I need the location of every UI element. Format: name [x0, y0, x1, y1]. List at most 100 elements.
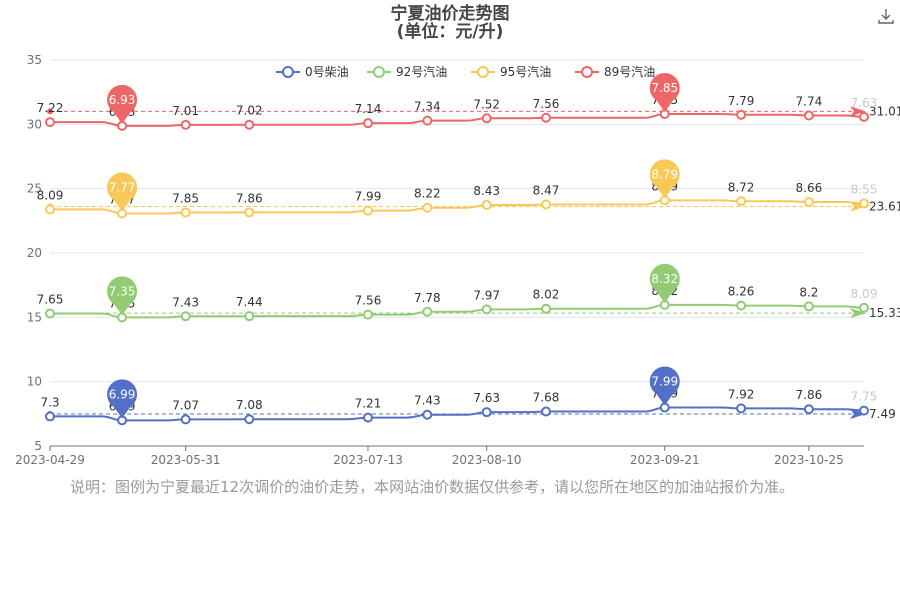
- min-pin: [107, 172, 138, 203]
- data-point: [180, 207, 191, 218]
- legend-label: 0号柴油: [305, 65, 349, 79]
- data-label: 7.3: [40, 395, 59, 409]
- data-label: 7.56: [533, 97, 560, 111]
- data-label: 7.68: [533, 391, 560, 405]
- x-tick-label: 2023-10-25: [774, 453, 844, 467]
- x-tick-label: 2023-04-29: [15, 453, 85, 467]
- data-label: 7.02: [236, 104, 263, 118]
- data-label: 8.2: [799, 285, 818, 299]
- data-point: [244, 119, 255, 130]
- data-point: [362, 309, 373, 320]
- data-label: 7.34: [414, 100, 441, 114]
- data-point: [422, 202, 433, 213]
- data-label: 7.97: [473, 288, 500, 302]
- average-label: 15.33: [869, 306, 900, 320]
- data-label: 7.14: [355, 102, 382, 116]
- data-label: 7.86: [236, 191, 263, 205]
- data-point: [481, 113, 492, 124]
- min-pin-label: 6.93: [109, 93, 136, 107]
- data-point: [803, 404, 814, 415]
- data-label: 7.74: [796, 94, 823, 108]
- data-point: [803, 110, 814, 121]
- data-point: [45, 308, 55, 319]
- data-label: 8.66: [796, 181, 823, 195]
- min-pin: [107, 379, 138, 410]
- average-label: 23.61: [869, 200, 900, 214]
- min-pin-label: 7.77: [109, 180, 136, 194]
- x-tick-label: 2023-05-31: [151, 453, 221, 467]
- legend-label: 89号汽油: [604, 64, 655, 79]
- data-point: [736, 196, 747, 207]
- average-arrow: [850, 201, 866, 212]
- data-label: 8.22: [414, 187, 441, 201]
- average-arrow: [850, 106, 866, 117]
- max-pin: [649, 263, 680, 294]
- data-point: [859, 198, 869, 209]
- y-tick-label: 35: [27, 53, 42, 67]
- data-label: 7.43: [172, 295, 199, 309]
- data-label: 7.21: [355, 397, 382, 411]
- min-pin-label: 7.35: [109, 284, 136, 298]
- data-label: 7.99: [355, 190, 382, 204]
- legend-swatch-dot: [477, 66, 489, 78]
- min-pin: [107, 276, 138, 307]
- data-point: [180, 119, 191, 130]
- data-label: 8.47: [533, 183, 560, 197]
- min-pin-label: 6.99: [109, 387, 136, 401]
- data-label: 8.72: [728, 180, 755, 194]
- legend-swatch-dot: [581, 66, 593, 78]
- data-label: 7.78: [414, 291, 441, 305]
- data-point: [180, 414, 191, 425]
- legend-swatch-dot: [373, 66, 385, 78]
- download-icon[interactable]: [876, 6, 896, 26]
- max-pin-label: 8.79: [651, 167, 678, 181]
- data-point: [859, 405, 869, 416]
- data-label: 8.09: [851, 287, 878, 301]
- data-label: 7.43: [414, 394, 441, 408]
- average-arrow: [850, 408, 866, 419]
- max-pin: [649, 366, 680, 397]
- average-label: 31.01: [869, 104, 900, 118]
- data-label: 7.01: [172, 104, 199, 118]
- data-label: 7.92: [728, 387, 755, 401]
- average-start-dot: [47, 108, 53, 115]
- data-point: [803, 301, 814, 312]
- data-label: 7.75: [851, 390, 878, 404]
- data-label: 7.44: [236, 295, 263, 309]
- data-point: [541, 303, 552, 314]
- max-pin-label: 7.85: [651, 81, 678, 95]
- x-tick-label: 2023-08-10: [452, 453, 522, 467]
- data-point: [736, 403, 747, 414]
- data-label: 7.63: [851, 96, 878, 110]
- data-label: 8.26: [728, 285, 755, 299]
- legend-label: 95号汽油: [500, 64, 551, 79]
- y-tick-label: 25: [27, 182, 42, 196]
- data-point: [422, 409, 433, 420]
- data-point: [859, 111, 869, 122]
- data-label: 7.56: [355, 294, 382, 308]
- data-point: [541, 112, 552, 123]
- data-point: [481, 304, 492, 315]
- data-label: 8.55: [851, 182, 878, 196]
- chart-subtitle: (单位：元/升): [396, 22, 504, 42]
- data-point: [481, 407, 492, 418]
- data-point: [180, 311, 191, 322]
- data-point: [481, 200, 492, 211]
- y-tick-label: 10: [27, 375, 42, 389]
- data-label: 7.07: [172, 398, 199, 412]
- chart-title: 宁夏油价走势图: [390, 4, 510, 24]
- data-point: [422, 115, 433, 126]
- y-tick-label: 20: [27, 246, 42, 260]
- data-point: [362, 118, 373, 129]
- x-tick-label: 2023-09-21: [630, 453, 700, 467]
- data-label: 8.02: [533, 288, 560, 302]
- data-point: [803, 197, 814, 208]
- y-tick-label: 30: [27, 117, 42, 131]
- data-label: 7.65: [37, 292, 64, 306]
- max-pin-label: 8.32: [651, 272, 678, 286]
- average-label: 7.49: [869, 407, 896, 421]
- max-pin: [649, 159, 680, 190]
- data-point: [859, 302, 869, 313]
- data-point: [244, 311, 255, 322]
